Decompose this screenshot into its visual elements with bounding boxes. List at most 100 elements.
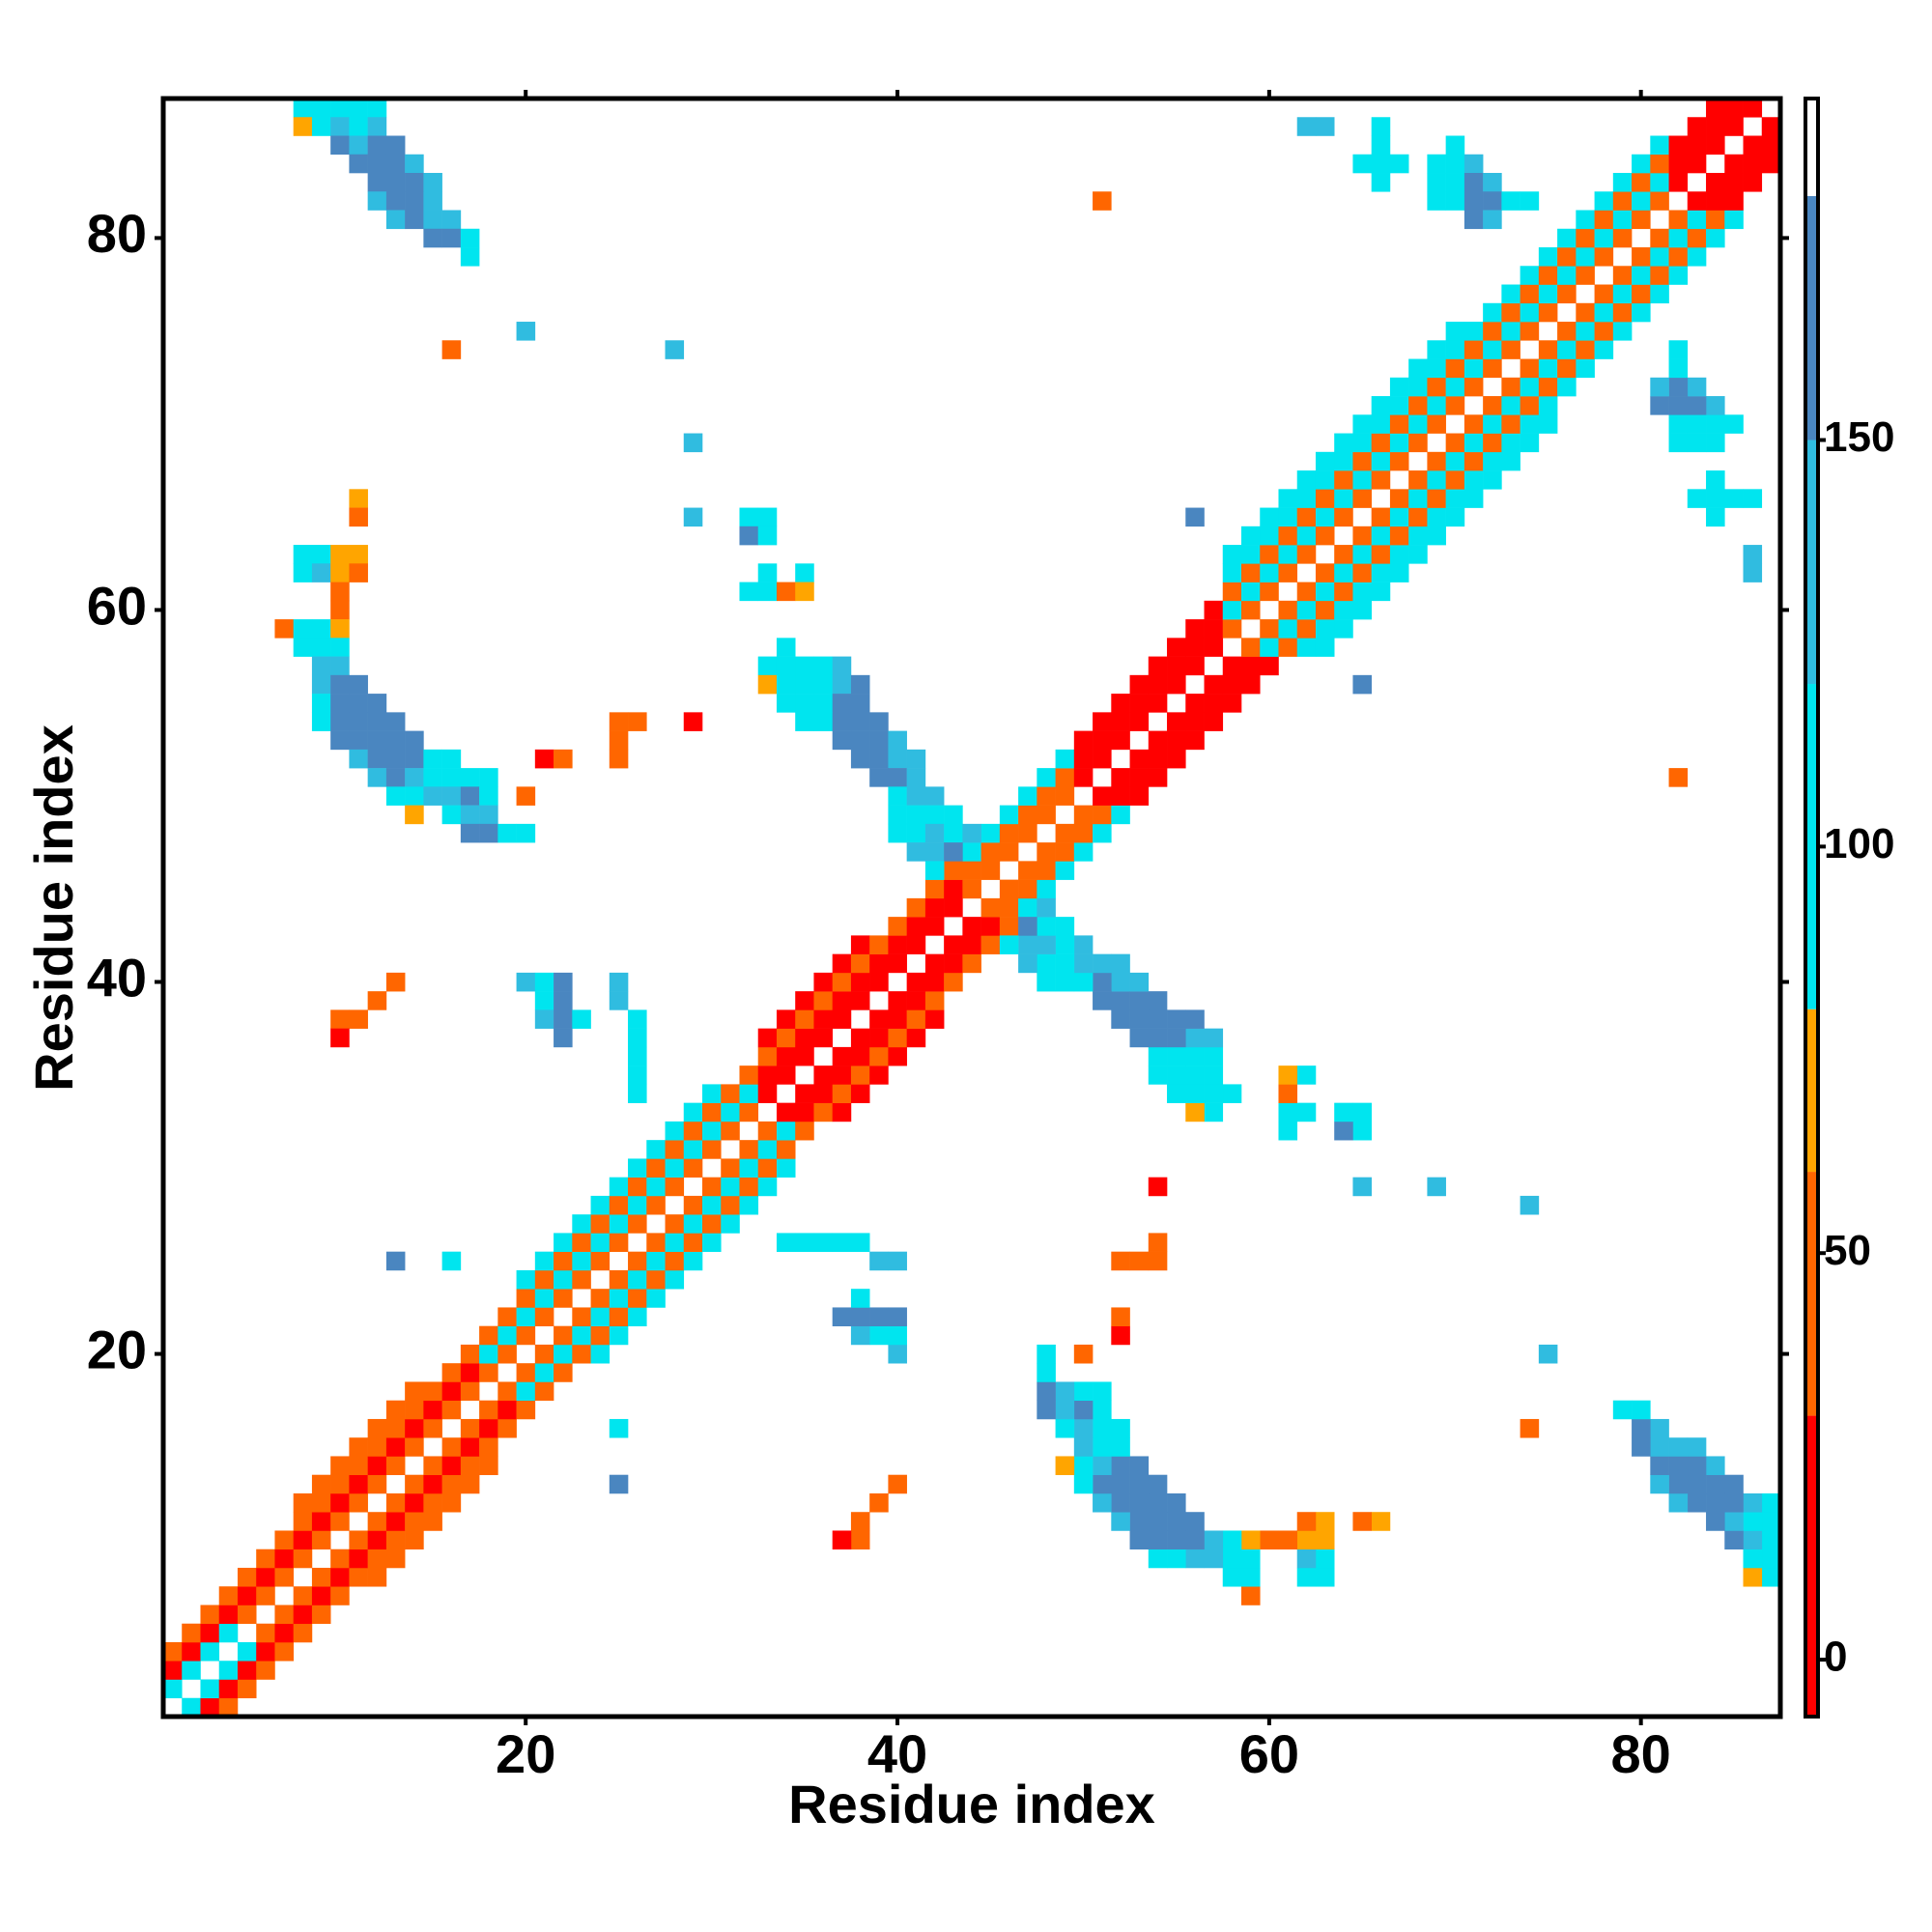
heatmap-cell	[776, 1065, 796, 1085]
heatmap-cell	[1687, 210, 1707, 230]
heatmap-cell	[628, 1158, 647, 1178]
heatmap-cell	[757, 526, 778, 546]
heatmap-cell	[1501, 377, 1520, 397]
heatmap-cell	[367, 1456, 387, 1476]
heatmap-cell	[1315, 600, 1335, 620]
heatmap-cell	[850, 674, 870, 695]
heatmap-cell	[1371, 545, 1391, 564]
heatmap-cell	[1427, 526, 1446, 546]
heatmap-cell	[683, 1121, 703, 1141]
heatmap-cell	[1371, 470, 1391, 490]
heatmap-cell	[628, 1195, 647, 1215]
heatmap-cell	[1204, 1065, 1224, 1085]
heatmap-cells	[163, 99, 1781, 1718]
heatmap-cell	[405, 1418, 424, 1438]
heatmap-cell	[1167, 730, 1186, 751]
heatmap-cell	[1260, 638, 1279, 657]
heatmap-cell	[349, 1474, 368, 1494]
heatmap-cell	[1296, 582, 1317, 602]
heatmap-cell	[628, 1084, 647, 1103]
heatmap-cell	[980, 823, 1001, 843]
x-tick-label: 80	[1611, 1723, 1671, 1784]
heatmap-cell	[795, 1121, 814, 1141]
heatmap-cell	[1278, 563, 1298, 582]
heatmap-cell	[1463, 414, 1484, 434]
heatmap-cell	[1594, 340, 1614, 359]
heatmap-cell	[349, 154, 368, 174]
heatmap-cell	[1668, 414, 1689, 434]
heatmap-cell	[237, 1567, 257, 1587]
heatmap-cell	[1371, 507, 1391, 527]
heatmap-cell	[1668, 1456, 1689, 1476]
heatmap-cell	[423, 210, 442, 230]
heatmap-cell	[405, 1512, 424, 1531]
heatmap-cell	[944, 879, 963, 899]
heatmap-cell	[628, 1177, 647, 1197]
heatmap-cell	[776, 1046, 796, 1066]
heatmap-cell	[1427, 451, 1446, 471]
heatmap-cell	[1093, 972, 1112, 992]
heatmap-cell	[534, 1009, 554, 1029]
heatmap-cell	[1463, 191, 1484, 211]
heatmap-cell	[665, 1214, 685, 1234]
heatmap-cell	[1018, 953, 1037, 974]
heatmap-cell	[1167, 1492, 1186, 1513]
heatmap-cell	[1315, 1548, 1335, 1569]
heatmap-cell	[1129, 1009, 1150, 1029]
heatmap-cell	[1204, 1530, 1224, 1550]
heatmap-cell	[1296, 470, 1317, 490]
heatmap-cell	[1687, 117, 1707, 136]
heatmap-cell	[554, 1325, 573, 1346]
heatmap-cell	[441, 805, 462, 825]
heatmap-cell	[813, 991, 833, 1010]
heatmap-cell	[776, 1028, 796, 1048]
heatmap-cell	[1111, 1492, 1130, 1513]
heatmap-cell	[1093, 805, 1112, 825]
heatmap-cell	[367, 991, 387, 1010]
heatmap-cell	[906, 842, 926, 862]
heatmap-cell	[1408, 358, 1428, 379]
heatmap-cell	[590, 1289, 611, 1308]
heatmap-cell	[367, 135, 387, 156]
heatmap-cell	[1668, 433, 1689, 453]
heatmap-cell	[460, 1363, 480, 1382]
heatmap-cell	[516, 322, 536, 341]
heatmap-cell	[646, 1233, 666, 1252]
heatmap-cell	[1761, 1512, 1781, 1531]
heatmap-cell	[665, 1251, 685, 1271]
heatmap-cell	[1724, 99, 1744, 118]
heatmap-cell	[869, 1251, 889, 1271]
heatmap-cell	[813, 1009, 833, 1029]
heatmap-cell	[1204, 1046, 1224, 1066]
heatmap-cell	[1185, 712, 1205, 731]
heatmap-cell	[1743, 1512, 1763, 1531]
heatmap-cell	[980, 917, 1001, 936]
heatmap-cell	[1445, 135, 1465, 156]
heatmap-cell	[1724, 154, 1744, 174]
heatmap-cell	[441, 1456, 462, 1476]
heatmap-cell	[1650, 1474, 1669, 1494]
heatmap-cell	[1185, 1548, 1205, 1569]
heatmap-cell	[962, 935, 981, 954]
heatmap-cell	[1761, 135, 1781, 156]
heatmap-cell	[1055, 953, 1075, 974]
heatmap-cell	[1743, 1530, 1763, 1550]
heatmap-cell	[813, 972, 833, 992]
heatmap-cell	[349, 1530, 368, 1550]
heatmap-cell	[1445, 358, 1465, 379]
y-axis-title: Residue index	[23, 724, 84, 1092]
heatmap-cell	[776, 1009, 796, 1029]
heatmap-cell	[1222, 545, 1242, 564]
heatmap-cell	[1371, 173, 1391, 192]
heatmap-cell	[1315, 526, 1335, 546]
heatmap-cell	[200, 1697, 220, 1718]
heatmap-cell	[385, 786, 406, 806]
heatmap-cell	[516, 972, 536, 992]
heatmap-cell	[1296, 1512, 1317, 1531]
heatmap-cell	[200, 1623, 220, 1643]
heatmap-cell	[349, 1492, 368, 1513]
heatmap-cell	[776, 1233, 796, 1252]
heatmap-cell	[256, 1623, 275, 1643]
